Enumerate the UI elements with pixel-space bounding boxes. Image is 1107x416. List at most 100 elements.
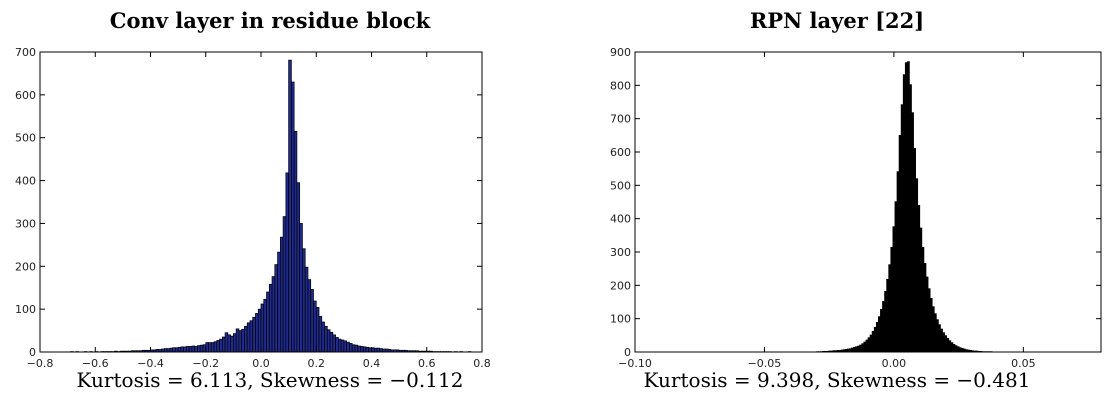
histogram-bar <box>208 342 212 353</box>
histogram-bar <box>362 346 367 353</box>
histogram-bar <box>175 347 179 353</box>
histogram-bar <box>329 331 334 353</box>
x-tick-label: 0.4 <box>363 357 381 370</box>
histogram-bar <box>376 347 381 353</box>
histogram-bar <box>288 59 292 353</box>
y-tick-label: 500 <box>15 132 36 145</box>
histogram-bar <box>213 341 218 353</box>
y-tick-label: 800 <box>610 79 631 92</box>
histogram-bar <box>166 348 171 353</box>
histogram-bar <box>244 325 248 353</box>
y-tick-label: 300 <box>610 246 631 259</box>
chart-caption-stats: Kurtosis = 6.113, Skewness = −0.112 <box>76 368 464 392</box>
chart-caption-stats: Kurtosis = 9.398, Skewness = −0.481 <box>643 368 1031 392</box>
histogram-bar <box>191 345 196 353</box>
histogram-bars <box>815 61 993 353</box>
y-tick-label: 500 <box>610 179 631 192</box>
y-tick-label: 0 <box>624 346 631 359</box>
histogram-bar <box>197 345 201 353</box>
histogram-bar <box>169 347 173 353</box>
y-tick-label: 900 <box>610 46 631 59</box>
histogram-bar <box>183 346 187 353</box>
histogram-bar <box>177 346 182 353</box>
histogram-bar <box>224 332 229 353</box>
histogram-bar <box>163 348 168 353</box>
histogram-bar <box>279 236 284 353</box>
x-tick-label: −0.05 <box>748 357 782 370</box>
histogram-bar <box>249 320 254 353</box>
histogram-bar <box>230 335 234 353</box>
x-tick-label: −0.10 <box>618 357 652 370</box>
x-tick-label: 0.8 <box>473 357 491 370</box>
histogram-bar <box>172 347 176 353</box>
y-tick-label: 600 <box>15 89 36 102</box>
histogram-bar <box>263 298 267 353</box>
histogram-bar <box>379 348 383 353</box>
histogram-bar <box>271 276 276 353</box>
histogram-bar <box>326 329 331 353</box>
histogram-bar <box>313 300 317 353</box>
histogram-bar <box>354 344 359 353</box>
x-tick-label: 0.05 <box>1011 357 1036 370</box>
x-tick-label: 0.6 <box>418 357 436 370</box>
histogram-bar <box>274 264 278 353</box>
histogram-bar <box>321 321 325 353</box>
histogram-bar <box>307 279 312 353</box>
axes-frame <box>634 51 1102 353</box>
histogram-bar <box>268 283 273 353</box>
histogram-bar <box>318 316 323 353</box>
y-tick-label: 0 <box>29 346 36 359</box>
x-tick-label: 0.00 <box>882 357 907 370</box>
histogram-bar <box>299 223 303 353</box>
histogram-bar <box>296 182 301 353</box>
histogram-bar <box>310 289 314 353</box>
x-tick-label: 0.2 <box>308 357 326 370</box>
histogram-bar <box>338 338 342 353</box>
x-tick-label: −0.6 <box>82 357 109 370</box>
chart-title: Conv layer in residue block <box>109 8 431 33</box>
x-tick-label: 0.0 <box>252 357 270 370</box>
histogram-bar <box>357 345 361 353</box>
histogram-bar <box>180 346 184 353</box>
y-tick-label: 200 <box>15 260 36 273</box>
histogram-bars <box>70 59 472 353</box>
histogram-bar <box>188 346 193 353</box>
histogram-bar <box>360 346 364 353</box>
histogram-bar <box>216 340 220 353</box>
histogram-bar <box>260 303 265 353</box>
histogram-bar <box>285 172 289 353</box>
y-tick-label: 700 <box>610 113 631 126</box>
x-tick-label: −0.4 <box>137 357 164 370</box>
histogram-bar <box>351 344 356 353</box>
histogram-bar <box>332 334 336 353</box>
y-tick-label: 100 <box>15 303 36 316</box>
histogram-bar <box>266 291 270 353</box>
histogram-bar <box>335 337 339 353</box>
histogram-bar <box>252 316 256 353</box>
y-tick-label: 700 <box>15 46 36 59</box>
y-tick-label: 300 <box>15 217 36 230</box>
histogram-bar <box>324 325 328 353</box>
histogram-bar <box>257 308 262 353</box>
histogram-bar <box>233 333 237 353</box>
histogram-bar <box>343 340 347 353</box>
histogram-plot-conv: −0.8 −0.6 −0.4 −0.2 0.0 0.2 0.4 0.6 0.8 0 100 200 30… <box>15 46 491 370</box>
histogram-bar <box>199 344 204 353</box>
histogram-bar <box>238 330 243 353</box>
histogram-plot-rpn: −0.10 −0.05 0.00 0.05 0 100 200 300 400 500 600 700… <box>610 46 1102 370</box>
y-tick-label: 200 <box>610 279 631 292</box>
histogram-bar <box>241 328 245 353</box>
y-tick-label: 400 <box>610 213 631 226</box>
histogram-bar <box>365 346 370 353</box>
histogram-bar <box>282 216 287 353</box>
histogram-bar <box>227 334 231 353</box>
histogram-bar <box>346 341 350 353</box>
histogram-bar <box>291 81 295 353</box>
histogram-bar <box>302 248 306 353</box>
histogram-bar <box>349 343 353 353</box>
y-tick-label: 600 <box>610 146 631 159</box>
x-tick-label: −0.2 <box>192 357 219 370</box>
histogram-bar <box>221 336 226 353</box>
x-tick-label: −0.8 <box>27 357 54 370</box>
histogram-bar <box>210 342 215 353</box>
